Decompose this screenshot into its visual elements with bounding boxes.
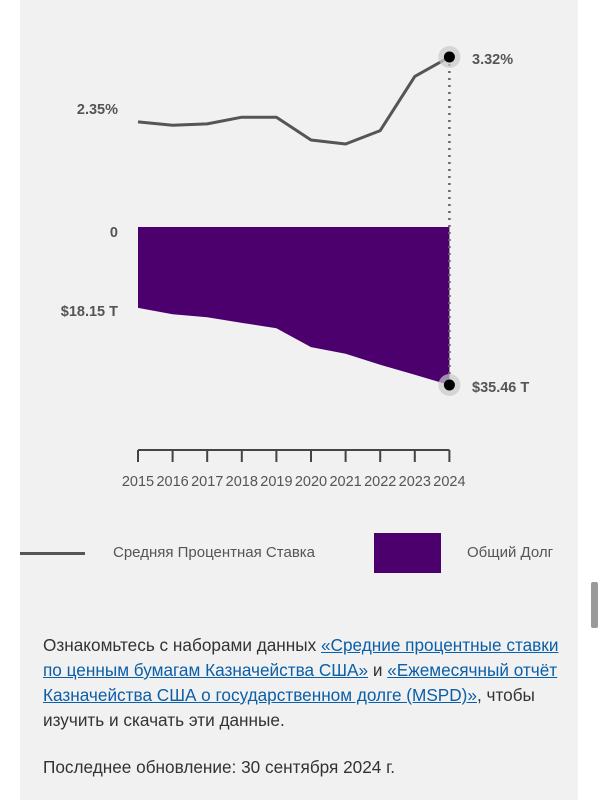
legend-debt-label: Общий Долг <box>467 544 554 561</box>
scrollbar-thumb[interactable] <box>591 582 598 628</box>
rate-and-debt-chart: 2015 2016 2017 2018 2019 2020 2021 2022 2023 2024… <box>61 46 530 490</box>
debt-end-marker <box>443 379 455 391</box>
notes-prefix: Ознакомьтесь с наборами данных <box>43 635 321 655</box>
legend-debt-swatch <box>374 533 441 573</box>
x-tick-label: 2019 <box>260 474 292 490</box>
x-tick-label: 2020 <box>295 474 327 490</box>
x-tick-label: 2023 <box>399 474 431 490</box>
legend-rate-label: Средняя Процентная Ставка <box>113 544 316 561</box>
x-axis: 2015 2016 2017 2018 2019 2020 2021 2022 2023 2024 <box>122 449 466 490</box>
dataset-links-paragraph: Ознакомьтесь с наборами данных «Средние … <box>43 633 563 733</box>
rate-start-label: 2.35% <box>77 102 118 118</box>
x-tick-label: 2015 <box>122 474 154 490</box>
rate-end-marker <box>443 51 455 63</box>
notes-middle: и <box>368 660 388 680</box>
mspd-link[interactable]: «Ежемесячный отчёт Казначейства США о го… <box>43 660 558 705</box>
rate-end-label: 3.32% <box>472 52 513 68</box>
x-tick-label: 2021 <box>329 474 361 490</box>
avg-interest-rates-link[interactable]: «Средние процентные ставки по ценным бум… <box>43 635 559 680</box>
x-tick-label: 2022 <box>364 474 396 490</box>
legend-rate-line-swatch <box>20 552 85 555</box>
x-tick-label: 2016 <box>156 474 188 490</box>
debt-area <box>138 227 450 385</box>
x-tick-label: 2017 <box>191 474 223 490</box>
notes-suffix: , чтобы изучить и скачать эти данные. <box>43 685 535 730</box>
x-tick-label: 2018 <box>226 474 258 490</box>
x-tick-label: 2024 <box>433 474 465 490</box>
dataset-notes: Ознакомьтесь с наборами данных «Средние … <box>43 633 563 780</box>
annotations: 2.35% 3.32% 0 $18.15 T $35.46 T <box>61 52 530 396</box>
last-updated: Последнее обновление: 30 сентября 2024 г… <box>43 757 396 777</box>
debt-zero-label: 0 <box>110 225 118 241</box>
debt-end-label: $35.46 T <box>472 380 529 396</box>
end-markers <box>438 46 461 396</box>
rate-line <box>137 55 451 146</box>
debt-start-label: $18.15 T <box>61 304 118 320</box>
